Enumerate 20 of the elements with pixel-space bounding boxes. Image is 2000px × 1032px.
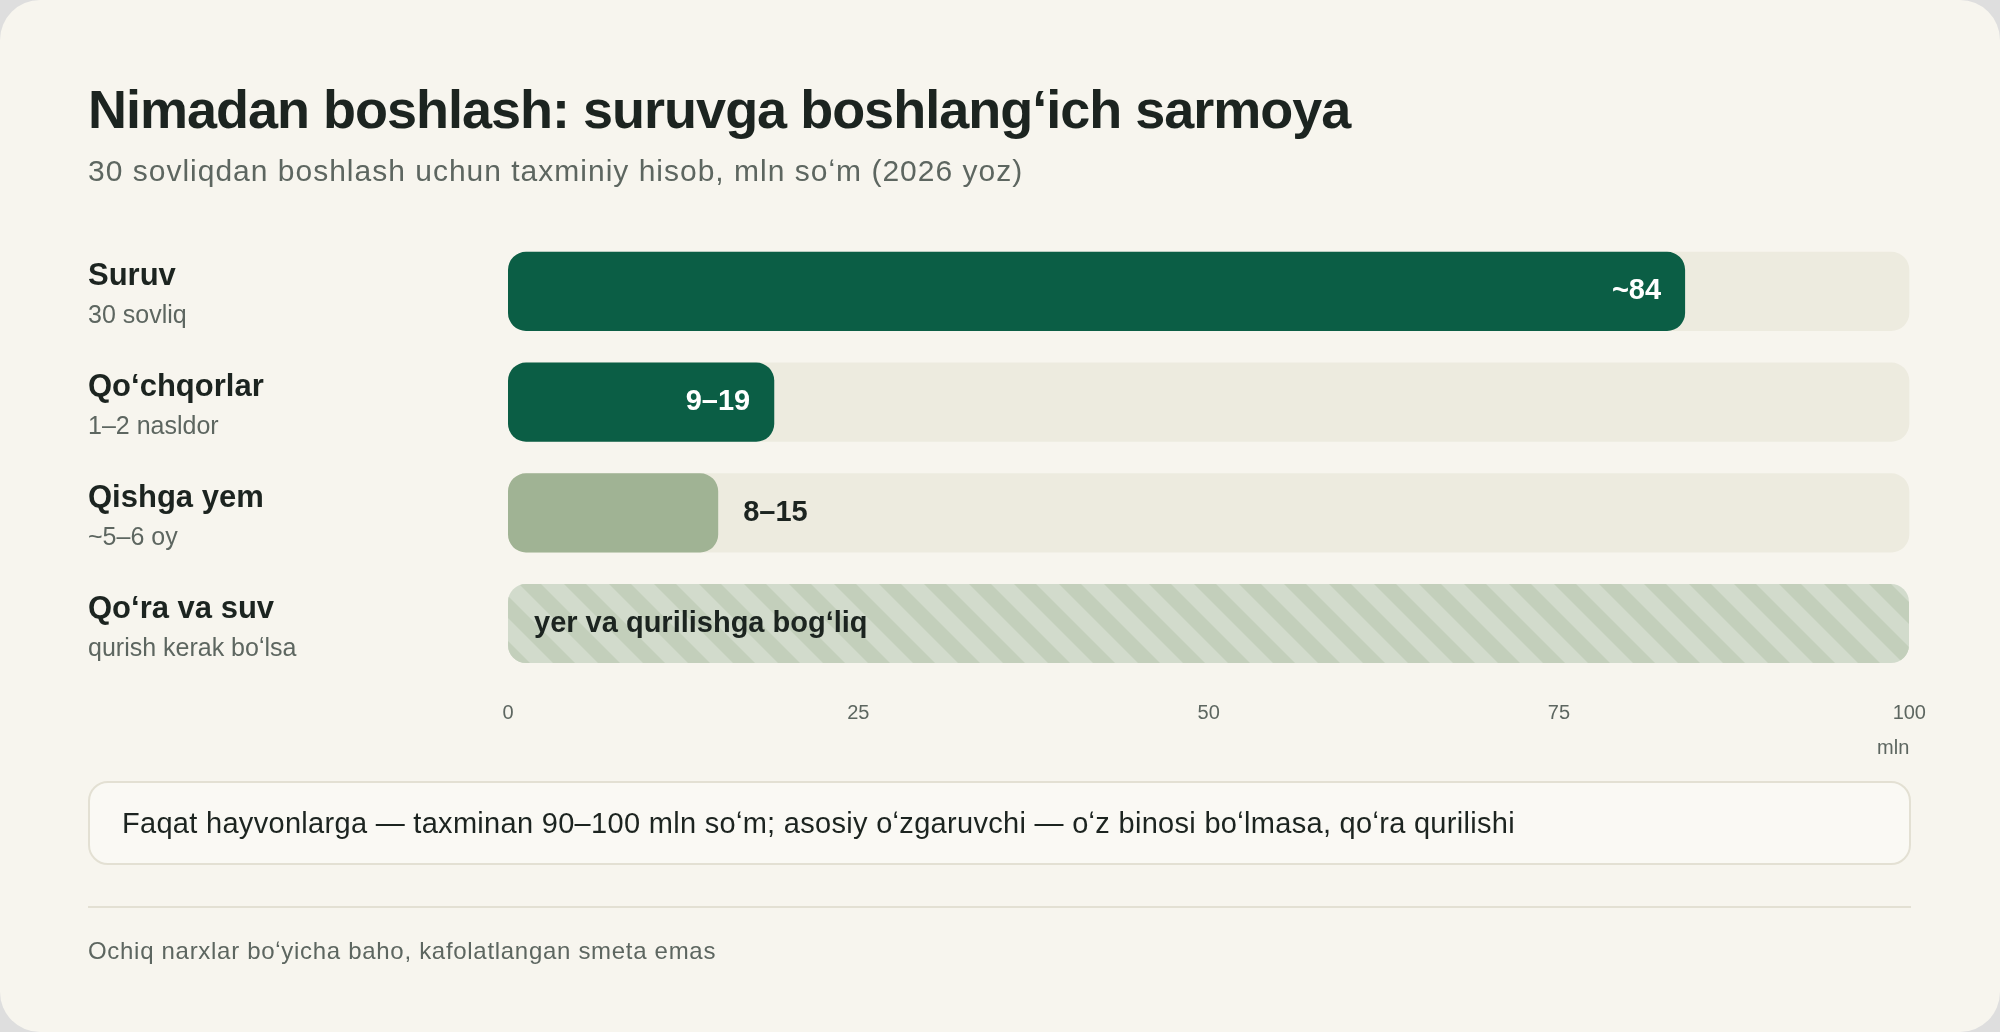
text: Ochiq narxlar boʻyicha baho, kafolatlangan smeta emas [88,937,717,965]
y-tick-label: Qoʻra va suv qurish kerak boʻlsa [88,589,297,661]
x-tick-label: 100 [1892,700,1926,723]
x-tick-label: 0 [502,700,514,723]
data-label: ~84 [1611,273,1662,306]
text: Faqat hayvonlarga — taxminan 90–100 mln soʻm; asosiy oʻzgaruvchi — oʻz binosi boʻlmasa, qoʻra qurilishi [88,781,1911,865]
y-tick-label: Suruv 30 sovliq [88,257,187,329]
data-label: 8–15 [743,494,808,527]
x-tick-label: 75 [1547,700,1571,723]
x-tick-label: 25 [847,700,870,723]
x-axis-title: mln [1877,735,1910,758]
data-label: 9–19 [685,384,751,417]
bar [508,473,719,553]
y-tick-label: Qishga yem ~5–6 oy [88,478,264,550]
x-tick-label: 50 [1197,700,1220,723]
y-tick-label: Qoʻchqorlar 1–2 nasldor [88,368,264,440]
chart-subtitle: 30 sovliqdan boshlash uchun taxminiy hisob, mln soʻm (2026 yoz) [88,154,1024,188]
bar [508,362,775,442]
text: yer va qurilishga bogʻliq [534,605,868,638]
chart-title: Nimadan boshlash: suruvga boshlangʻich sarmoya [88,78,1351,141]
